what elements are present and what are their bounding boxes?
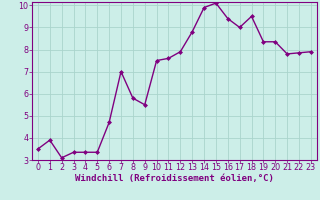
X-axis label: Windchill (Refroidissement éolien,°C): Windchill (Refroidissement éolien,°C)	[75, 174, 274, 183]
